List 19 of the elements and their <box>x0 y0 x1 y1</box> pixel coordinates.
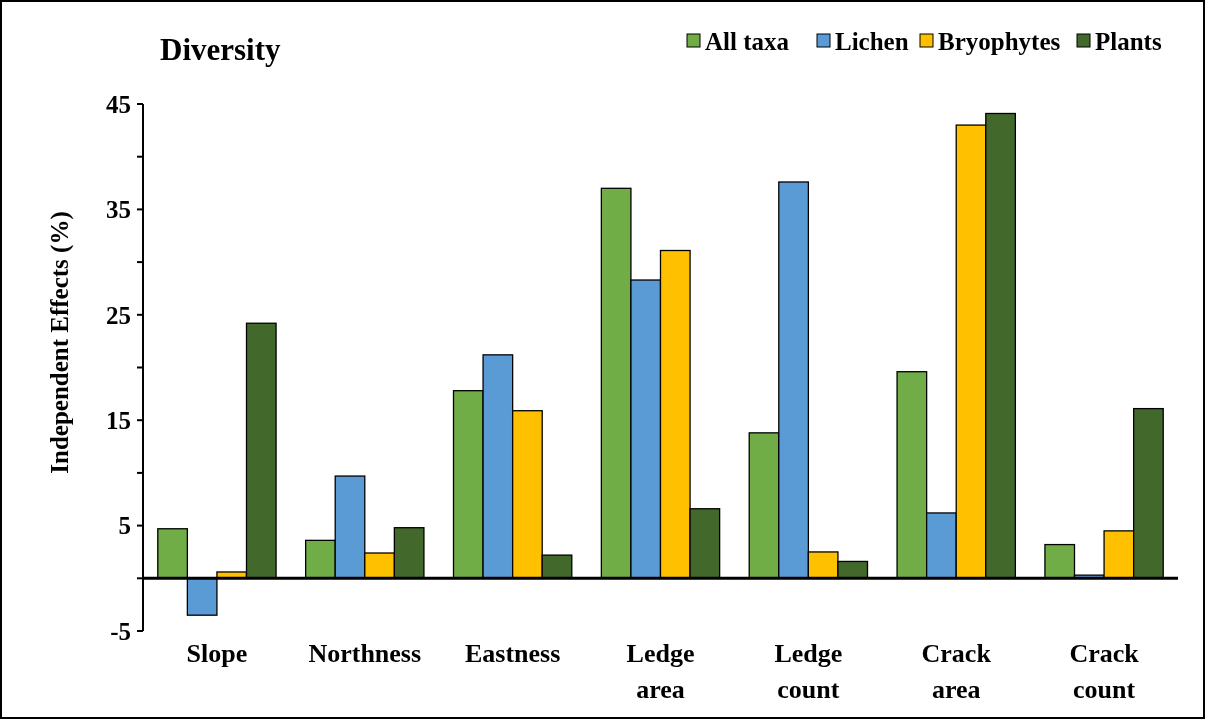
y-tick-label: 15 <box>106 406 131 434</box>
y-tick-label: 25 <box>106 301 131 329</box>
x-tick-label: Eastness <box>464 639 561 668</box>
legend-label: All taxa <box>705 28 790 55</box>
x-tick-label: Ledge count <box>774 639 843 704</box>
x-tick-label: Crack area <box>921 639 992 704</box>
y-axis-title: Independent Effects (%) <box>46 211 74 474</box>
x-tick-label: Northness <box>308 639 422 668</box>
y-tick-label: 45 <box>106 90 131 118</box>
y-tick-label: -5 <box>110 617 131 645</box>
x-tick-label: Ledge area <box>626 639 695 704</box>
legend-label: Lichen <box>835 28 909 55</box>
x-tick-label: Slope <box>186 639 248 668</box>
y-tick-label: 35 <box>106 196 131 224</box>
x-tick-label: Crack count <box>1069 639 1140 704</box>
y-tick-label: 5 <box>118 512 131 540</box>
chart-title: Diversity <box>160 32 282 67</box>
legend-label: Bryophytes <box>938 28 1061 55</box>
legend-label: Plants <box>1095 28 1162 55</box>
